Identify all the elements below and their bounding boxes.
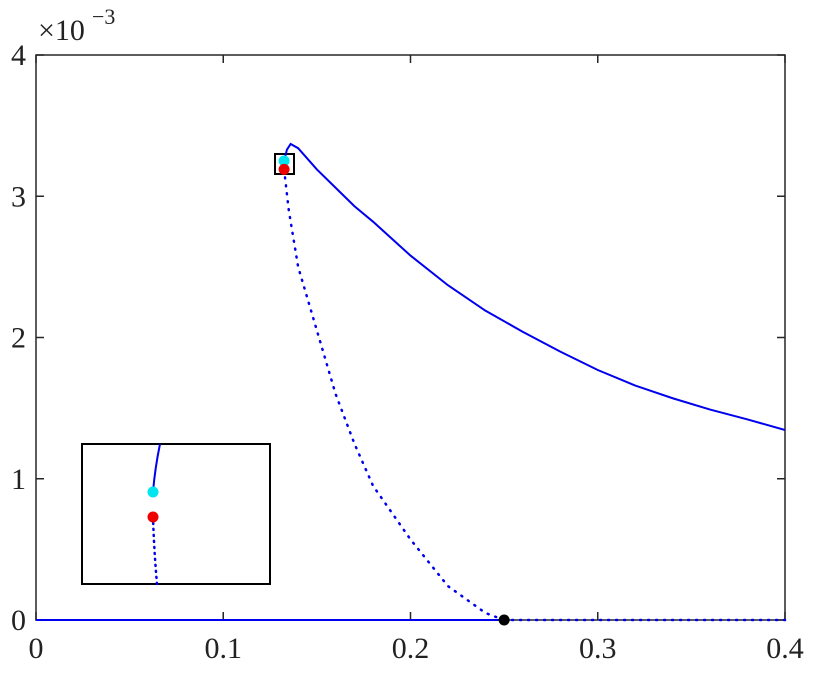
y-tick-label: 0 (11, 604, 26, 637)
y-tick-label: 4 (11, 39, 26, 72)
inset (81, 443, 271, 586)
y-multiplier: ×10 (38, 14, 85, 47)
series-line (283, 142, 786, 431)
inset-frame (81, 443, 271, 585)
x-tick-label: 0.1 (205, 632, 243, 665)
inset-cyan-point (147, 486, 159, 498)
y-tick-label: 3 (11, 180, 26, 213)
point (498, 614, 510, 626)
x-tick-label: 0.3 (579, 632, 617, 665)
y-tick-label: 1 (11, 463, 26, 496)
point (278, 155, 290, 167)
inset-dotted (151, 515, 159, 586)
x-tick-label: 0.4 (766, 632, 804, 665)
y-tick-label: 2 (11, 322, 26, 355)
y-exponent: −3 (92, 4, 115, 29)
series-line (282, 168, 506, 622)
x-tick-label: 0.2 (392, 632, 430, 665)
inset-red-point (147, 511, 159, 523)
x-tick-label: 0 (29, 632, 44, 665)
point (278, 163, 290, 175)
